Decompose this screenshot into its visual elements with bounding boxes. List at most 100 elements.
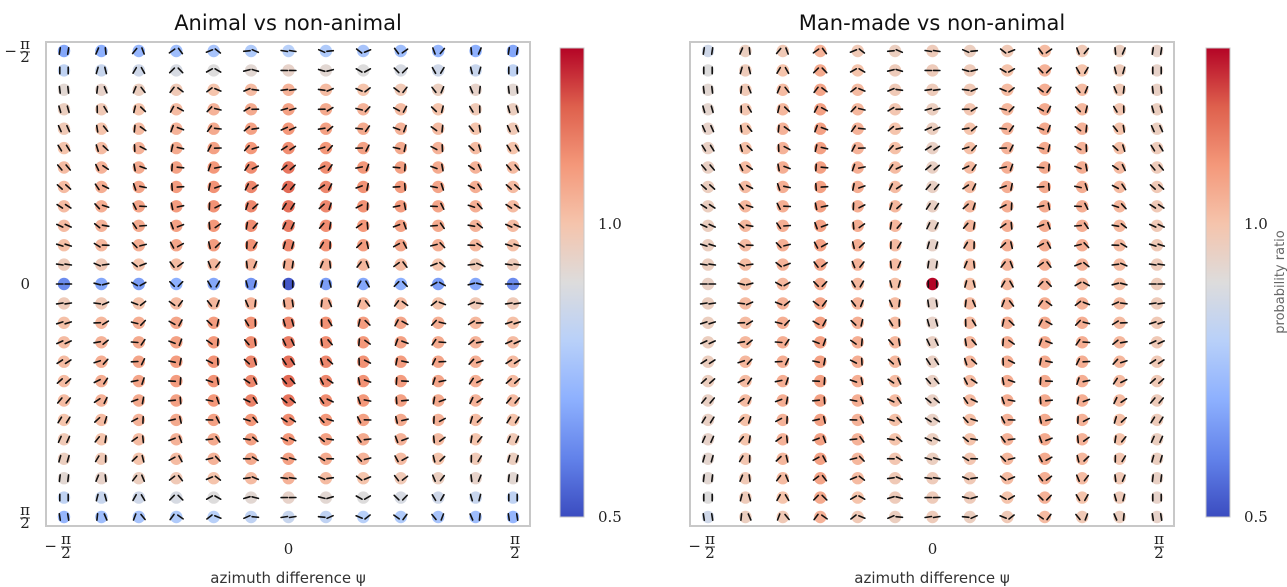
orientation-glyph [783,319,791,327]
orientation-glyph [245,202,249,211]
data-point [776,141,789,155]
orientation-glyph [924,417,932,423]
orientation-glyph [774,281,783,287]
orientation-glyph [812,475,820,481]
orientation-glyph [176,126,185,131]
orientation-glyph [131,261,138,268]
data-point [57,258,71,271]
orientation-glyph [317,48,326,54]
orientation-glyph [1000,455,1007,462]
orientation-glyph [934,222,939,230]
orientation-glyph [924,126,933,131]
data-point [739,297,752,310]
orientation-glyph [1114,435,1117,444]
orientation-glyph [439,222,446,230]
orientation-glyph [66,124,71,133]
orientation-glyph [478,66,482,75]
data-point [207,355,220,368]
orientation-glyph [1046,261,1052,269]
orientation-glyph [1037,280,1044,288]
orientation-glyph [364,300,371,307]
orientation-glyph [355,204,363,209]
orientation-glyph [176,106,185,112]
orientation-glyph [319,260,324,269]
data-point [1038,491,1052,504]
data-point [319,44,333,58]
orientation-glyph [1158,397,1165,404]
y-tick-label: 0 [20,275,30,293]
orientation-glyph [702,474,706,483]
orientation-glyph [477,455,483,463]
data-point [432,413,445,427]
orientation-glyph [206,87,213,93]
orientation-glyph [95,493,99,502]
orientation-glyph [431,357,437,366]
orientation-glyph [1120,378,1128,384]
orientation-glyph [64,302,73,305]
data-point [888,83,902,97]
orientation-glyph [171,182,174,191]
data-point [739,200,752,213]
orientation-glyph [1001,299,1006,308]
data-point [394,277,407,291]
orientation-glyph [65,397,72,404]
orientation-glyph [849,68,858,73]
orientation-glyph [932,515,941,519]
orientation-glyph [1037,87,1044,93]
data-point [357,103,370,116]
orientation-glyph [1113,493,1118,502]
data-point [963,452,977,465]
svg-text:−: − [44,537,57,555]
data-point [244,64,258,77]
orientation-glyph [739,493,743,502]
orientation-glyph [244,183,250,191]
orientation-glyph [1001,318,1005,327]
orientation-glyph [737,378,745,384]
orientation-glyph [886,495,895,500]
orientation-glyph [1158,416,1164,424]
data-point [506,180,520,194]
data-point [851,200,864,213]
orientation-glyph [1045,437,1053,442]
orientation-glyph [320,299,323,308]
orientation-glyph [317,68,326,73]
data-point [282,491,295,504]
orientation-glyph [139,243,147,247]
orientation-glyph [702,454,706,463]
orientation-glyph [513,223,522,228]
orientation-glyph [970,398,978,403]
data-point [1150,374,1164,388]
orientation-glyph [708,302,717,305]
orientation-glyph [282,241,287,250]
data-point [926,277,939,291]
data-point [282,510,295,524]
orientation-glyph [1083,66,1089,74]
svg-text:−: − [4,42,17,60]
data-point [851,122,864,135]
orientation-glyph [1044,399,1053,402]
orientation-glyph [932,476,941,480]
orientation-glyph [926,299,930,308]
data-point [701,239,715,252]
orientation-glyph [179,396,182,405]
orientation-glyph [281,377,288,385]
data-point [469,258,482,271]
orientation-glyph [140,319,147,327]
orientation-glyph [64,340,72,345]
orientation-glyph [822,338,827,347]
data-point [963,83,977,97]
data-point [926,452,939,465]
orientation-glyph [933,164,941,171]
orientation-glyph [1045,418,1053,422]
orientation-glyph [251,146,260,150]
orientation-glyph [327,319,333,327]
orientation-glyph [701,435,706,444]
data-point [469,297,482,310]
orientation-glyph [745,301,754,306]
orientation-glyph [392,126,401,131]
orientation-glyph [280,88,289,92]
orientation-glyph [67,85,70,94]
orientation-glyph [1037,299,1044,307]
data-point [170,83,183,97]
orientation-glyph [887,338,894,346]
